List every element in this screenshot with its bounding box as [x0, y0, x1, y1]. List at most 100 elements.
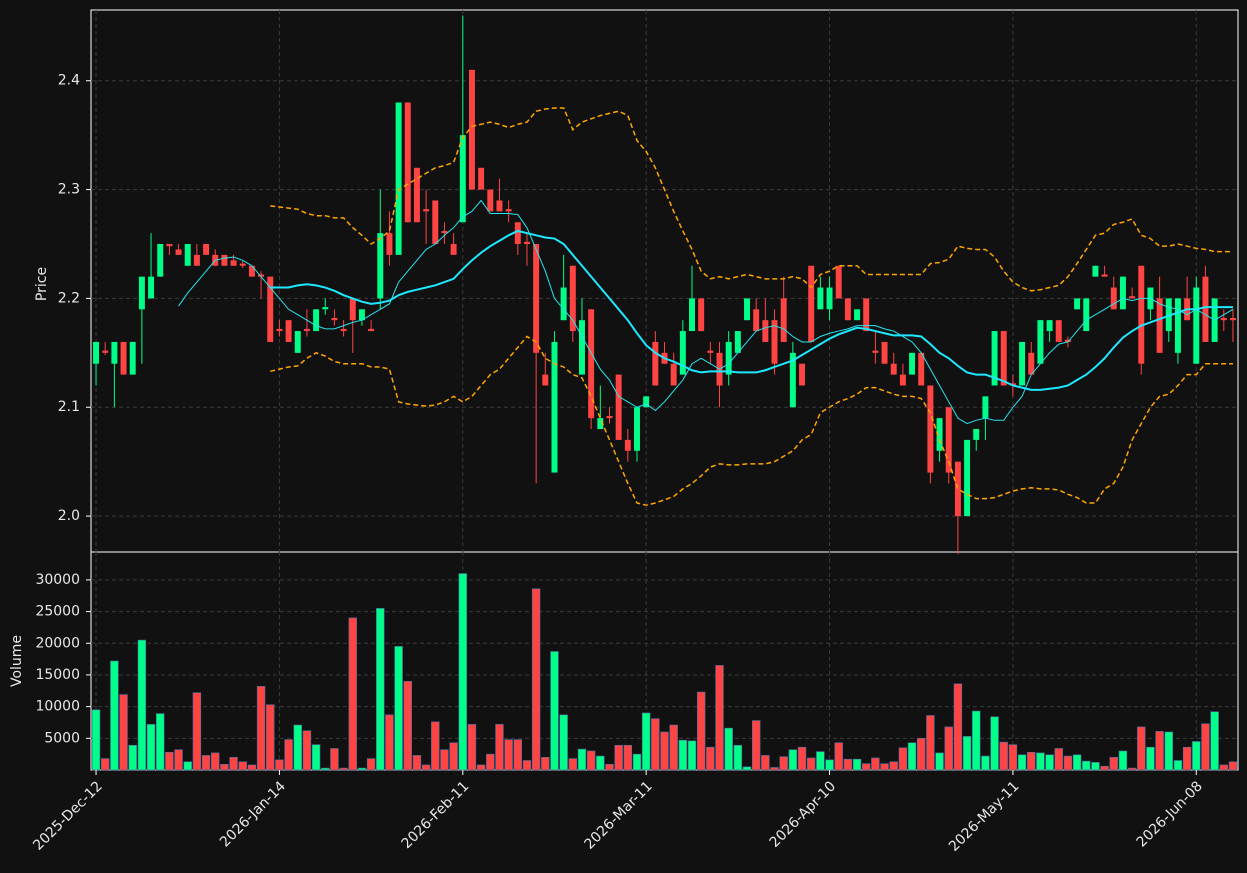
candle-body [193, 254, 200, 266]
candle-body [102, 350, 109, 353]
volume-bar [641, 712, 651, 771]
candle-body [964, 439, 971, 517]
volume-bar [1017, 754, 1027, 771]
volume-tick-label: 25000 [35, 604, 80, 620]
x-tick-label: 2026-Apr-10 [767, 778, 840, 851]
marks [91, 15, 1238, 771]
volume-bar [119, 694, 128, 771]
volume-bar [632, 753, 642, 771]
candle-body [386, 233, 393, 255]
candle-body [634, 407, 640, 451]
candle-body [93, 341, 100, 364]
volume-bar [293, 724, 302, 771]
candle-body [129, 341, 136, 375]
volume-bar [797, 746, 807, 771]
volume-bar [751, 720, 761, 771]
volume-bar [1063, 755, 1073, 771]
x-tick-label: 2026-Feb-11 [399, 778, 473, 852]
candle-body [1074, 298, 1081, 310]
volume-axis-label: Volume [9, 635, 25, 687]
volume-bar [1228, 761, 1238, 771]
volume-bar [110, 660, 119, 771]
candle-body [157, 243, 164, 277]
volume-bar [348, 617, 357, 771]
grid [91, 10, 1238, 770]
volume-bar [266, 704, 275, 771]
volume-bar [275, 759, 284, 771]
candle-body [203, 243, 210, 255]
volume-bar [962, 736, 972, 771]
volume-bar [311, 744, 321, 771]
volume-bar [779, 756, 788, 771]
volume-bar [687, 740, 697, 771]
candle-body [487, 189, 494, 212]
candle-body [230, 260, 237, 266]
y-tick-label: 2.1 [58, 399, 80, 415]
candle-body [1028, 352, 1035, 375]
volume-bar [192, 692, 202, 771]
candle-body [597, 418, 604, 430]
volume-bar [825, 759, 834, 771]
volume-bar [394, 646, 403, 771]
volume-bar [302, 730, 312, 771]
volume-bar [559, 714, 568, 771]
volume-bar [449, 742, 458, 771]
candle-body [276, 328, 283, 332]
candle-body [331, 318, 338, 321]
candle-body [166, 243, 173, 247]
candle-body [523, 241, 530, 244]
candle-body [441, 230, 448, 234]
volume-bar [816, 751, 825, 771]
candle-body [1174, 298, 1181, 353]
volume-bar [614, 744, 623, 771]
volume-bar [586, 750, 596, 771]
volume-bar [101, 758, 110, 771]
candle-body [413, 167, 420, 223]
volume-bar [880, 763, 889, 771]
volume-bar [715, 665, 724, 771]
volume-tick-label: 30000 [35, 572, 80, 588]
candle-body [1037, 320, 1044, 364]
volume-bar [623, 744, 633, 771]
candle-body [496, 200, 503, 212]
volume-bar [807, 757, 816, 771]
candle-body [844, 298, 851, 321]
candle-body [432, 200, 439, 244]
volume-bar [137, 639, 147, 771]
volume-bar [156, 713, 165, 771]
volume-bar [999, 741, 1008, 771]
candle-body [1083, 298, 1090, 332]
candle-body [258, 274, 265, 277]
candle-body [652, 341, 659, 386]
candle-body [624, 439, 631, 451]
volume-bar [504, 739, 513, 771]
candle-body [560, 287, 567, 321]
volume-bar [1045, 754, 1054, 771]
volume-tick-label: 15000 [35, 667, 80, 683]
candle-body [936, 418, 943, 451]
overlay-line [270, 107, 1233, 292]
candle-body [744, 298, 750, 321]
volume-bar [1182, 746, 1192, 771]
candle-body [643, 396, 650, 408]
volume-bar [183, 761, 192, 771]
volume-bar [852, 758, 862, 771]
volume-bar [862, 763, 871, 771]
candle-body [111, 341, 118, 364]
candle-body [588, 309, 595, 419]
candle-body [808, 265, 815, 342]
candle-body [1092, 265, 1099, 277]
x-tick-label: 2026-Jun-08 [1134, 778, 1206, 850]
volume-bar [1127, 767, 1137, 771]
volume-bar [651, 718, 660, 771]
volume-bar [788, 749, 798, 771]
volume-bar [385, 714, 394, 771]
y-tick-label: 2.0 [58, 508, 80, 524]
volume-bar [1008, 744, 1018, 771]
overlay-line [178, 199, 1234, 425]
candle-body [945, 407, 952, 473]
candle-body [468, 69, 475, 190]
volume-bar [238, 761, 247, 771]
candle-body [1202, 276, 1209, 342]
